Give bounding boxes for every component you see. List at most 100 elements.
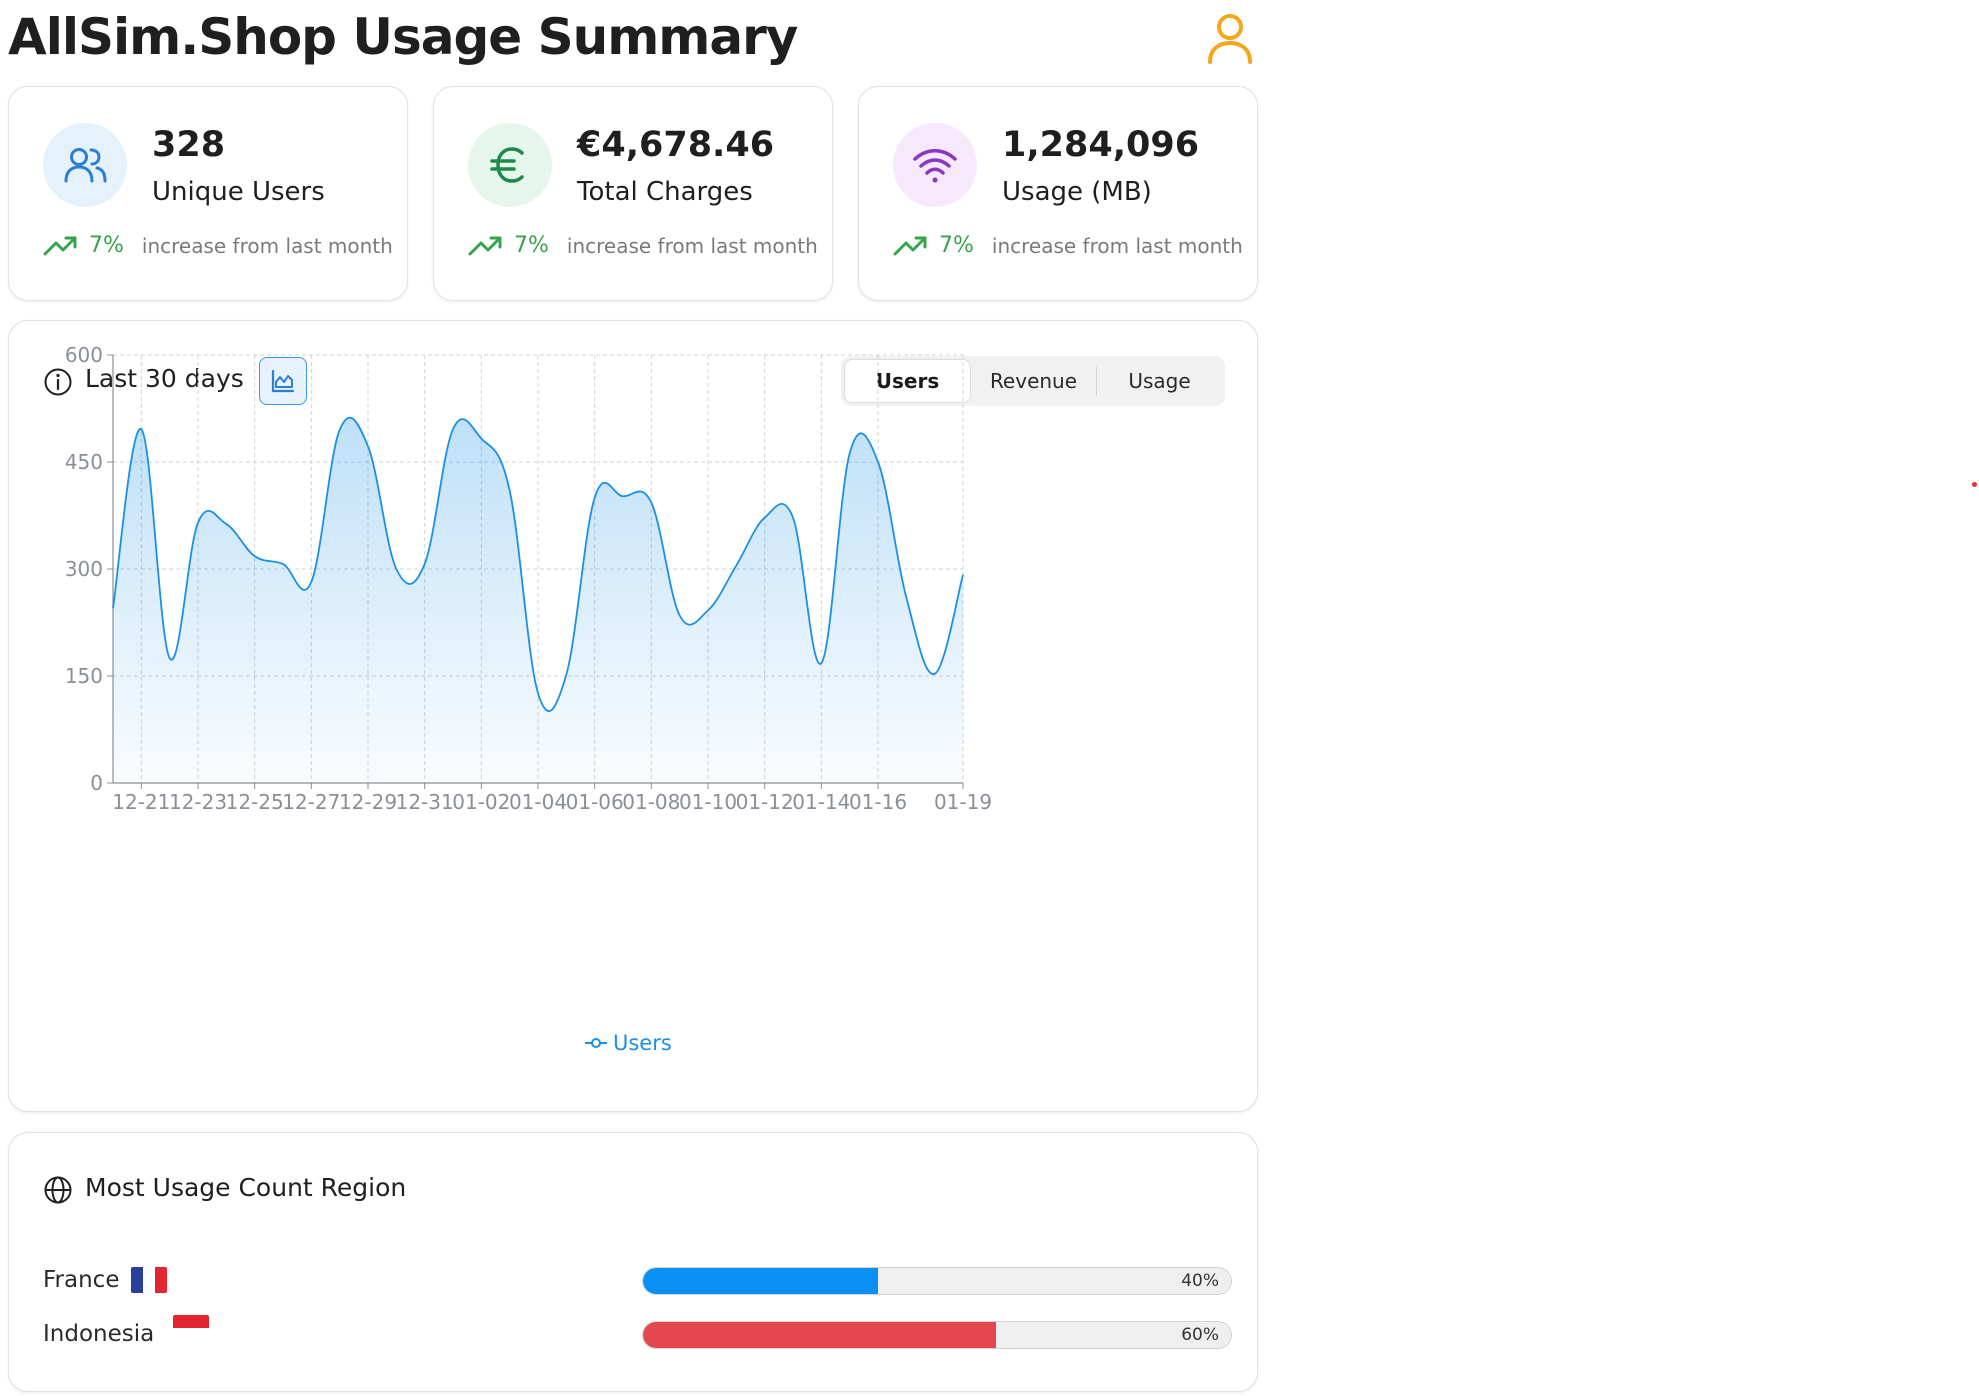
region-row-france: France 40%	[43, 1263, 1233, 1303]
users-series-line	[112, 416, 964, 712]
data-point[interactable]	[167, 655, 173, 661]
region-card: Most Usage Count Region France 40% Indon…	[8, 1132, 1258, 1392]
euro-icon-wrap	[468, 123, 552, 207]
users-icon-wrap	[43, 123, 127, 207]
data-point[interactable]	[138, 426, 144, 432]
data-point[interactable]	[280, 561, 286, 567]
region-name: Indonesia	[43, 1321, 155, 1347]
data-point[interactable]	[960, 572, 966, 578]
wifi-icon	[913, 149, 957, 183]
y-tick-label: 450	[65, 450, 103, 474]
stat-label: Usage (MB)	[1002, 177, 1152, 207]
tab-revenue[interactable]: Revenue	[989, 369, 1078, 393]
chart-legend[interactable]: Users	[585, 1031, 672, 1055]
trend-percent: 7%	[514, 233, 549, 258]
trend-up-icon	[468, 236, 502, 255]
trend-text: increase from last month	[566, 233, 818, 258]
data-point[interactable]	[705, 607, 711, 613]
trend-percent: 7%	[939, 233, 974, 258]
y-tick-label: 600	[65, 343, 103, 367]
users-area-chart: 0 150 300 450 600 12-2112-2312-2512-2712-291…	[65, 343, 992, 1055]
data-point[interactable]	[223, 521, 229, 527]
data-point[interactable]	[677, 612, 683, 618]
data-point[interactable]	[620, 493, 626, 499]
trend-percent: 7%	[89, 233, 124, 258]
data-point[interactable]	[903, 595, 909, 601]
stat-label: Total Charges	[577, 177, 753, 207]
data-point[interactable]	[450, 426, 456, 432]
data-point[interactable]	[252, 553, 258, 559]
chart-section-title: Last 30 days	[85, 364, 244, 393]
trend-text: increase from last month	[141, 233, 393, 258]
region-name: France	[43, 1267, 120, 1293]
x-tick-label: 01-12	[736, 790, 794, 814]
trend-up-icon	[893, 236, 927, 255]
chart-card: Last 30 days Users Revenue Usage 0 150 300…	[8, 320, 1258, 1112]
data-point[interactable]	[733, 562, 739, 568]
x-tick-label: 01-14	[792, 790, 850, 814]
data-point[interactable]	[592, 495, 598, 501]
indonesia-flag-icon	[173, 1315, 209, 1341]
region-percent: 60%	[1181, 1325, 1219, 1345]
region-row-indonesia: Indonesia 60%	[43, 1315, 1233, 1357]
euro-icon	[490, 147, 524, 183]
data-point[interactable]	[563, 672, 569, 678]
x-tick-label: 12-21	[112, 790, 170, 814]
legend-label-users: Users	[613, 1031, 672, 1055]
x-tick-label: 01-19	[934, 790, 992, 814]
x-tick-label: 01-08	[622, 790, 680, 814]
stat-label: Unique Users	[152, 177, 325, 207]
data-point[interactable]	[110, 605, 116, 611]
trend-row: 7% increase from last month	[893, 233, 1243, 258]
x-tick-label: 01-10	[679, 790, 737, 814]
y-tick-label: 300	[65, 557, 103, 581]
data-point[interactable]	[790, 515, 796, 521]
x-tick-label: 12-27	[282, 790, 340, 814]
region-usage-bar: 60%	[642, 1321, 1232, 1349]
data-point[interactable]	[507, 488, 513, 494]
region-percent: 40%	[1181, 1271, 1219, 1291]
x-tick-label: 12-23	[169, 790, 227, 814]
data-point[interactable]	[932, 671, 938, 677]
stat-value: 1,284,096	[1002, 125, 1200, 165]
data-point[interactable]	[365, 443, 371, 449]
stat-value: 328	[152, 125, 226, 165]
data-point[interactable]	[393, 566, 399, 572]
trend-up-icon	[43, 236, 77, 255]
x-tick-label: 12-25	[226, 790, 284, 814]
data-point[interactable]	[818, 660, 824, 666]
data-point[interactable]	[535, 690, 541, 696]
france-flag-icon	[131, 1267, 167, 1293]
x-tick-label: 12-29	[339, 790, 397, 814]
data-point[interactable]	[648, 500, 654, 506]
user-profile-icon[interactable]	[1204, 10, 1256, 66]
area-chart-icon	[271, 369, 295, 393]
region-usage-bar: 40%	[642, 1267, 1232, 1295]
x-tick-label: 12-31	[396, 790, 454, 814]
wifi-icon-wrap	[893, 123, 977, 207]
y-tick-label: 0	[90, 771, 103, 795]
region-section-title: Most Usage Count Region	[85, 1173, 407, 1202]
data-point[interactable]	[195, 520, 201, 526]
users-icon	[64, 148, 107, 183]
x-tick-label: 01-02	[452, 790, 510, 814]
data-point[interactable]	[875, 459, 881, 465]
data-point[interactable]	[762, 515, 768, 521]
data-point[interactable]	[847, 450, 853, 456]
stat-card-charges: €4,678.46 Total Charges 7% increase from…	[433, 86, 833, 301]
x-tick-label: 01-16	[849, 790, 907, 814]
chart-type-toggle-button[interactable]	[259, 357, 307, 405]
region-usage-bar-fill	[643, 1268, 879, 1294]
x-tick-label: 01-04	[509, 790, 567, 814]
trend-row: 7% increase from last month	[468, 233, 818, 258]
data-point[interactable]	[422, 561, 428, 567]
data-point[interactable]	[478, 435, 484, 441]
tab-users[interactable]: Users	[844, 359, 971, 403]
tab-usage[interactable]: Usage	[1128, 369, 1191, 393]
info-icon[interactable]	[43, 367, 73, 397]
stat-card-users: 328 Unique Users 7% increase from last m…	[8, 86, 408, 301]
metric-tab-group: Users Revenue Usage	[841, 356, 1225, 406]
data-point[interactable]	[308, 579, 314, 585]
x-tick-label: 01-06	[566, 790, 624, 814]
data-point[interactable]	[337, 427, 343, 433]
